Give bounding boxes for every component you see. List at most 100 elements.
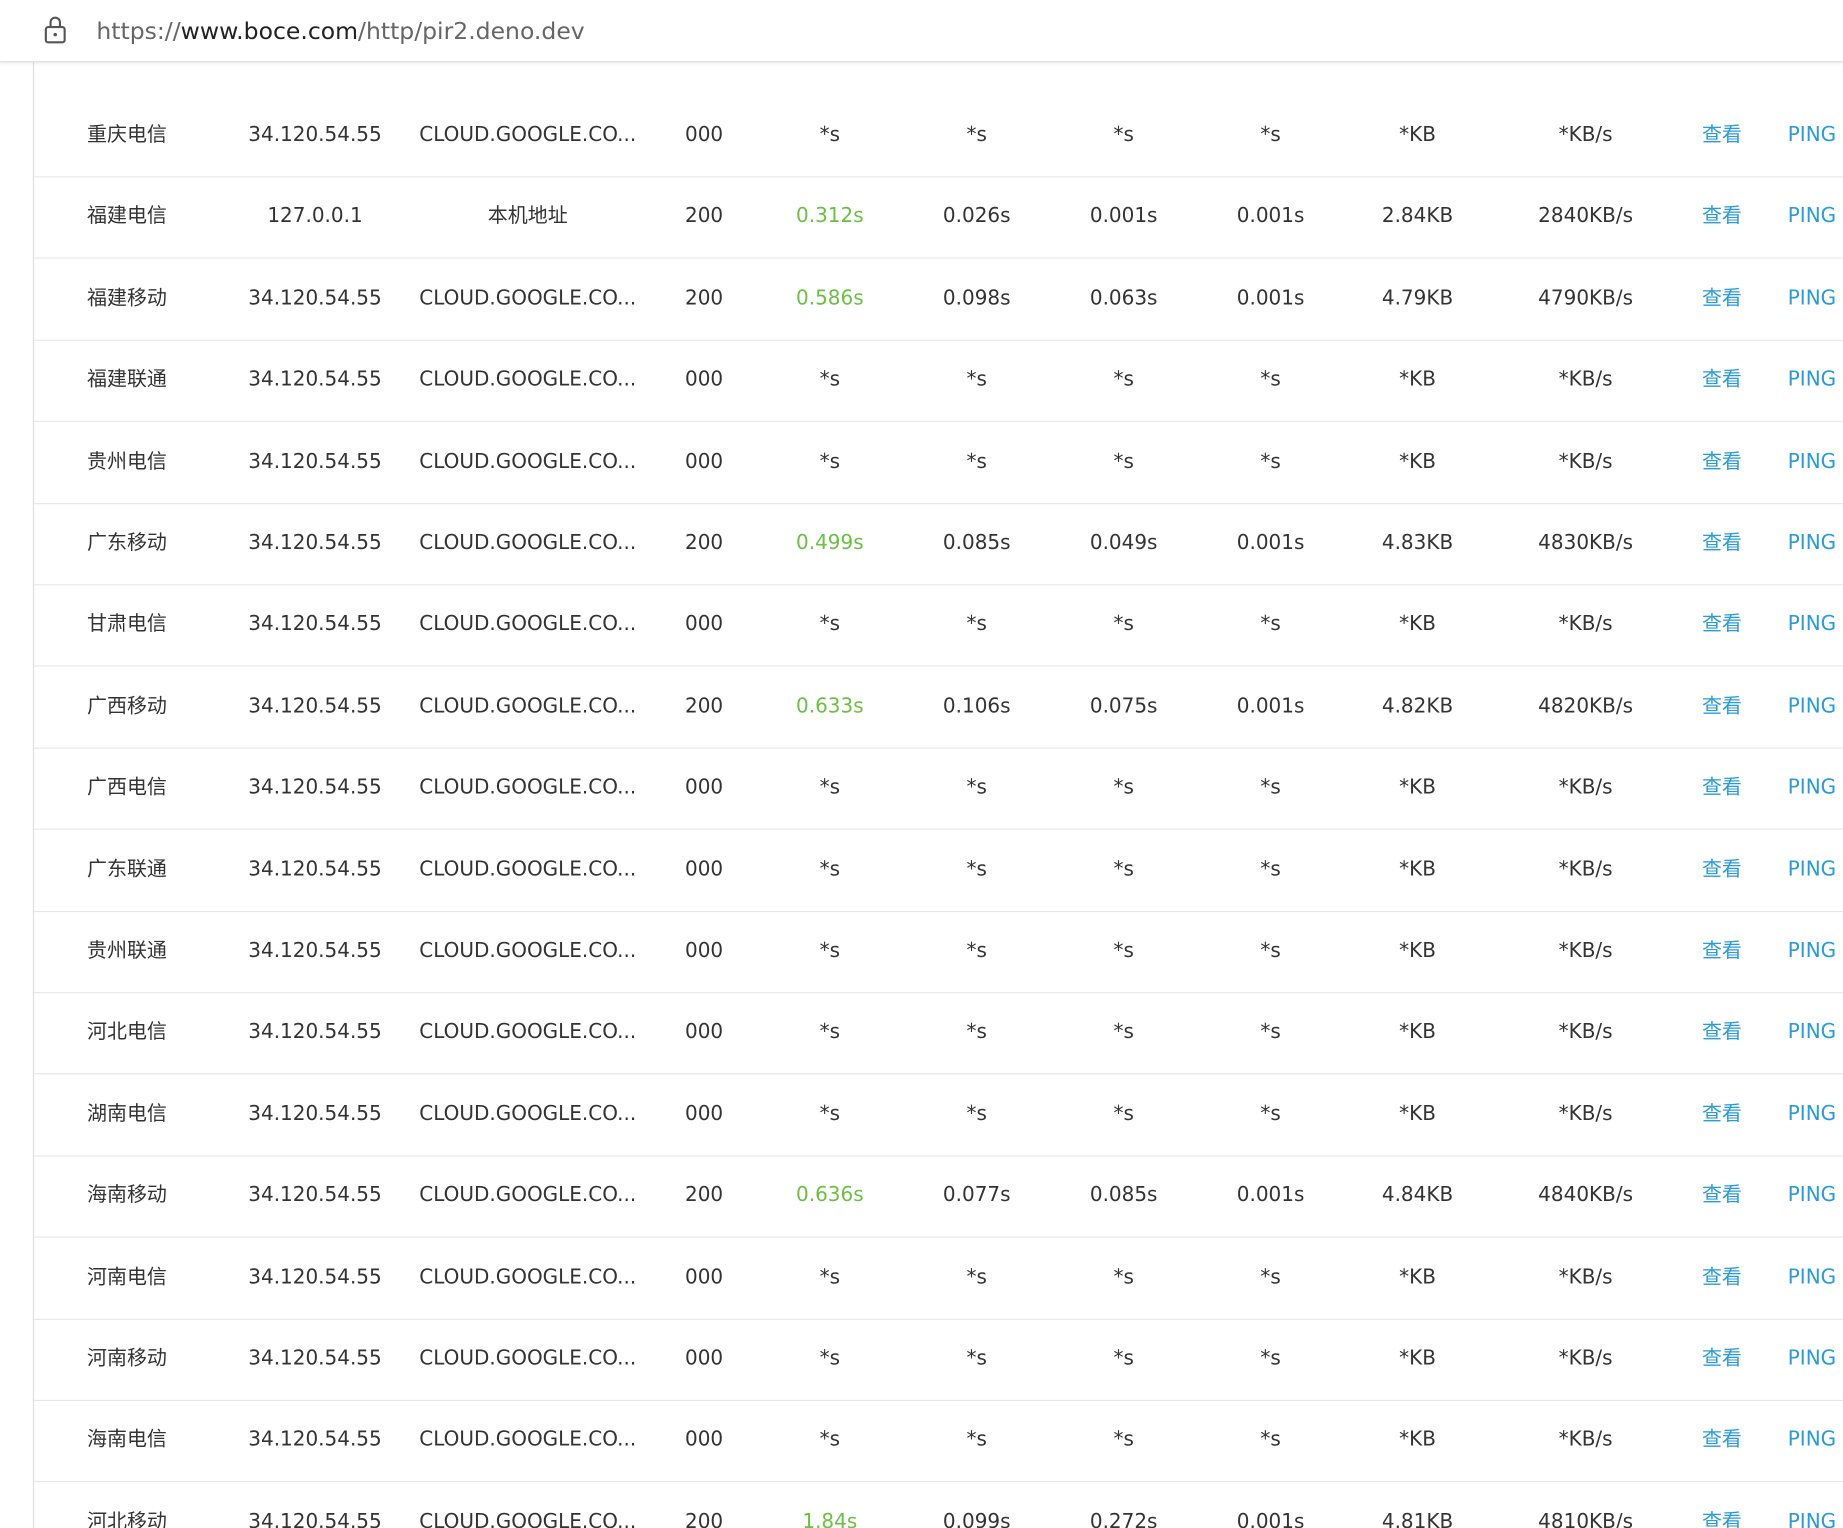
view-link[interactable]: 查看 — [1701, 775, 1742, 800]
node: 福建联通 — [86, 368, 167, 392]
size: *KB — [1399, 123, 1436, 147]
size: 4.82KB — [1381, 694, 1454, 718]
ping-link[interactable]: PING — [1787, 857, 1837, 882]
dns-time: 0.099s — [942, 1510, 1011, 1528]
view-link[interactable]: 查看 — [1701, 123, 1742, 147]
total-time: *s — [819, 939, 841, 963]
total-time: 0.636s — [796, 1183, 864, 1208]
ping-link[interactable]: PING — [1787, 1265, 1837, 1289]
status: 200 — [684, 1183, 724, 1208]
connect-time: *s — [1113, 612, 1134, 637]
view-link[interactable]: 查看 — [1701, 857, 1742, 882]
speed: *KB/s — [1558, 1102, 1613, 1126]
table-row: 广东联通 34.120.54.55 CLOUD.GOOGLE.CO... 000 *s *… — [34, 829, 1843, 912]
url[interactable]: https://www.boce.com/http/pir2.deno.dev — [96, 16, 584, 44]
ping-link[interactable]: PING — [1787, 1183, 1837, 1208]
ping-link[interactable]: PING — [1787, 1020, 1837, 1045]
dns-time: *s — [966, 1428, 987, 1453]
view-link[interactable]: 查看 — [1701, 531, 1742, 555]
view-link[interactable]: 查看 — [1701, 612, 1742, 637]
node: 贵州联通 — [86, 939, 167, 963]
table-row: 湖南电信 34.120.54.55 CLOUD.GOOGLE.CO... 000 *s *… — [34, 1074, 1843, 1157]
download-time: 0.001s — [1236, 286, 1305, 311]
status: 200 — [684, 1510, 724, 1528]
table-row: 河南移动 34.120.54.55 CLOUD.GOOGLE.CO... 000 *s *… — [34, 1319, 1843, 1402]
connect-time: 0.063s — [1089, 286, 1158, 311]
download-time: *s — [1260, 1265, 1281, 1289]
view-link[interactable]: 查看 — [1701, 939, 1742, 963]
total-time: *s — [819, 1428, 841, 1453]
status: 000 — [684, 775, 724, 800]
node: 广东联通 — [86, 857, 167, 882]
view-link[interactable]: 查看 — [1701, 1183, 1742, 1208]
ping-link[interactable]: PING — [1787, 939, 1837, 963]
size: 4.84KB — [1381, 1183, 1454, 1208]
status: 000 — [684, 1020, 724, 1045]
speed: *KB/s — [1558, 449, 1613, 474]
ping-link[interactable]: PING — [1787, 1428, 1837, 1453]
table-row: 贵州联通 34.120.54.55 CLOUD.GOOGLE.CO... 000 *s *… — [34, 911, 1843, 994]
view-link[interactable]: 查看 — [1701, 1102, 1742, 1126]
url-host: www.boce.com — [180, 16, 359, 45]
ping-link[interactable]: PING — [1787, 368, 1837, 392]
dns-time: 0.098s — [942, 286, 1011, 311]
node: 河南移动 — [86, 1346, 167, 1371]
table-row: 重庆电信 34.120.54.55 CLOUD.GOOGLE.CO... 000 *s *… — [34, 95, 1843, 178]
view-link[interactable]: 查看 — [1701, 1346, 1742, 1371]
dns-time: *s — [966, 368, 987, 392]
view-link[interactable]: 查看 — [1701, 1265, 1742, 1289]
ip: 34.120.54.55 — [248, 857, 382, 882]
total-time: *s — [819, 1020, 841, 1045]
view-link[interactable]: 查看 — [1701, 694, 1742, 718]
view-link[interactable]: 查看 — [1701, 1428, 1742, 1453]
size: *KB — [1399, 1265, 1436, 1289]
status: 000 — [684, 123, 724, 147]
total-time: *s — [819, 612, 841, 637]
speed: *KB/s — [1558, 857, 1613, 882]
ping-link[interactable]: PING — [1787, 775, 1837, 800]
ping-link[interactable]: PING — [1787, 449, 1837, 474]
connect-time: *s — [1113, 1020, 1134, 1045]
ping-link[interactable]: PING — [1787, 531, 1837, 555]
dns-time: *s — [966, 612, 987, 637]
isp: CLOUD.GOOGLE.CO... — [419, 1020, 637, 1045]
connect-time: *s — [1113, 857, 1134, 882]
lock-icon — [44, 16, 66, 44]
isp: CLOUD.GOOGLE.CO... — [419, 1428, 637, 1453]
view-link[interactable]: 查看 — [1701, 1510, 1742, 1528]
speed: 2840KB/s — [1538, 204, 1633, 229]
ping-link[interactable]: PING — [1787, 694, 1837, 718]
view-link[interactable]: 查看 — [1701, 286, 1742, 311]
total-time: 0.633s — [796, 694, 864, 718]
ip: 34.120.54.55 — [248, 1020, 382, 1045]
isp: CLOUD.GOOGLE.CO... — [419, 775, 637, 800]
view-link[interactable]: 查看 — [1701, 449, 1742, 474]
total-time: *s — [819, 775, 841, 800]
view-link[interactable]: 查看 — [1701, 204, 1742, 229]
address-bar[interactable]: https://www.boce.com/http/pir2.deno.dev — [0, 0, 1843, 63]
size: *KB — [1399, 775, 1436, 800]
ping-link[interactable]: PING — [1787, 1346, 1837, 1371]
ip: 34.120.54.55 — [248, 1510, 382, 1528]
status: 200 — [684, 204, 724, 229]
ip: 34.120.54.55 — [248, 694, 382, 718]
download-time: *s — [1260, 1102, 1281, 1126]
table-row: 甘肃电信 34.120.54.55 CLOUD.GOOGLE.CO... 000 *s *… — [34, 585, 1843, 667]
node: 海南移动 — [86, 1183, 167, 1208]
ping-link[interactable]: PING — [1787, 612, 1837, 637]
view-link[interactable]: 查看 — [1701, 1020, 1742, 1045]
dns-time: *s — [966, 857, 987, 882]
connect-time: *s — [1113, 1102, 1134, 1126]
ping-link[interactable]: PING — [1787, 286, 1837, 311]
size: *KB — [1399, 939, 1436, 963]
view-link[interactable]: 查看 — [1701, 368, 1742, 392]
download-time: *s — [1260, 1346, 1281, 1371]
ping-link[interactable]: PING — [1787, 123, 1837, 147]
isp: CLOUD.GOOGLE.CO... — [419, 1102, 637, 1126]
ping-link[interactable]: PING — [1787, 1102, 1837, 1126]
ping-link[interactable]: PING — [1787, 1510, 1837, 1528]
status: 000 — [684, 368, 724, 392]
ping-link[interactable]: PING — [1787, 204, 1837, 229]
dns-time: *s — [966, 1102, 987, 1126]
